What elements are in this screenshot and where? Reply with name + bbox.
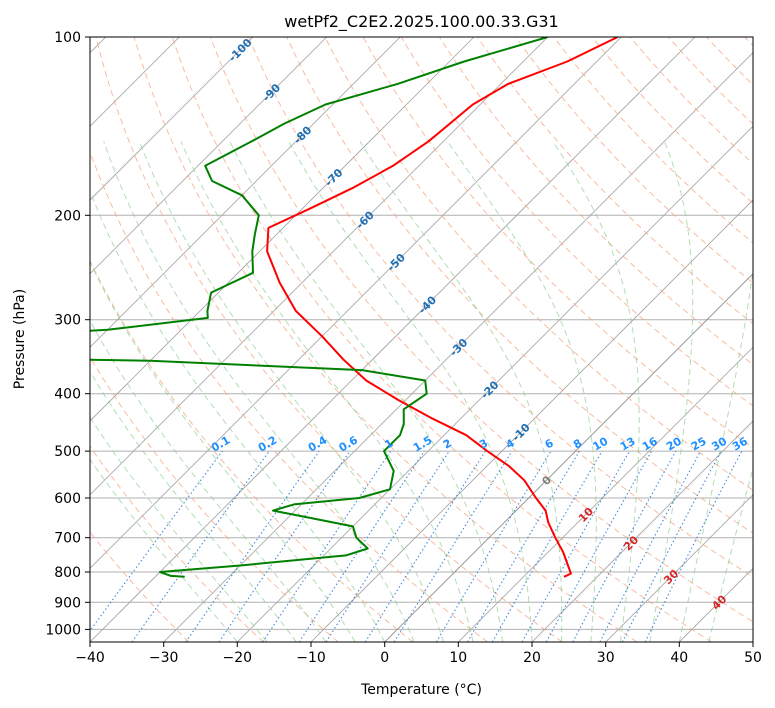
mixing-ratio-line: [364, 450, 486, 642]
moist-adiabat-line: [288, 141, 533, 642]
y-tick-label: 800: [54, 565, 81, 581]
isotherm-line: [384, 273, 753, 642]
isotherm-line: [163, 52, 753, 642]
plot-frame: [89, 36, 754, 643]
dry-adiabat-line: [400, 37, 753, 407]
plot-background: [90, 37, 753, 642]
chart-title: wetPf2_C2E2.2025.100.00.33.G31: [284, 12, 558, 32]
x-tick-label: 40: [670, 650, 688, 666]
x-tick-label: −20: [223, 650, 253, 666]
moist-adiabat-line: [90, 416, 268, 642]
isotherm-line: [90, 37, 696, 642]
isotherm-line: [531, 420, 753, 642]
y-tick-label: 400: [54, 387, 81, 403]
dry-adiabat-line: [362, 37, 753, 449]
x-tick-label: −10: [296, 650, 326, 666]
dry-adiabat-line: [324, 37, 753, 491]
y-tick-label: 700: [54, 531, 81, 547]
y-tick-label: 900: [54, 595, 81, 611]
moist-adiabat-line: [90, 458, 238, 642]
x-tick-label: 10: [449, 650, 467, 666]
x-tick-label: 20: [523, 650, 541, 666]
moist-adiabat-line: [359, 141, 563, 642]
x-tick-label: 50: [744, 650, 762, 666]
mixing-ratio-line: [131, 450, 270, 642]
mixing-ratio-line: [435, 450, 552, 642]
dry-adiabat-line: [591, 37, 753, 204]
moist-adiabat-line: [90, 370, 297, 642]
y-tick-label: 500: [54, 444, 81, 460]
isotherm-line: [90, 37, 254, 201]
dry-adiabat-line: [95, 37, 563, 642]
isotherm-line: [605, 494, 753, 642]
moist-adiabat-line: [649, 141, 694, 642]
mixing-ratio-line: [521, 450, 630, 642]
dry-adiabat-line: [90, 259, 414, 642]
moist-adiabat-line: [90, 319, 327, 642]
moist-adiabat-line: [552, 141, 640, 642]
y-tick-label: 200: [54, 208, 81, 224]
dry-adiabat-line: [515, 37, 753, 284]
moist-adiabat-line: [229, 141, 503, 642]
moist-adiabat-line: [90, 189, 386, 642]
x-tick-label: 30: [597, 650, 615, 666]
y-axis-label: Pressure (hPa): [12, 289, 28, 389]
dry-adiabat-line: [248, 37, 753, 578]
dry-adiabat-line: [171, 37, 712, 642]
dewpoint-profile-line: [90, 37, 548, 578]
isotherm-line: [237, 125, 753, 642]
moist-adiabat-line: [180, 141, 474, 642]
isotherm-line: [90, 37, 401, 348]
y-tick-label: 100: [54, 30, 81, 46]
mixing-ratio-line: [467, 450, 580, 642]
moist-adiabat-line: [708, 466, 753, 642]
y-tick-label: 600: [54, 491, 81, 507]
x-tick-label: −30: [149, 650, 179, 666]
isotherm-line: [90, 37, 548, 496]
mixing-ratio-line: [325, 450, 450, 642]
dry-adiabat-line: [477, 37, 753, 325]
moist-adiabat-line: [678, 265, 753, 642]
mixing-ratio-line: [90, 450, 223, 632]
mixing-ratio-line: [218, 450, 351, 642]
y-tick-label: 1000: [45, 622, 81, 638]
dry-adiabat-line: [90, 445, 264, 642]
moist-adiabat-line: [90, 260, 356, 642]
dry-adiabat-line: [133, 37, 638, 642]
temperature-profile-line: [266, 37, 619, 578]
mixing-ratio-line: [491, 450, 603, 642]
x-tick-label: 0: [380, 650, 389, 666]
background-lines: [90, 37, 753, 642]
axis-ticks: −40 −30 −20 −10 0 10 20 30 40 50 100 200 300 400 500 60…: [45, 30, 762, 666]
profile-series: [90, 37, 619, 578]
isotherm-line: [90, 37, 475, 422]
dry-adiabat-line: [629, 37, 753, 165]
dry-adiabat-line: [210, 37, 753, 623]
x-tick-label: −40: [75, 650, 105, 666]
x-axis-label: Temperature (°C): [360, 682, 482, 698]
mixing-ratio-line: [393, 450, 513, 642]
y-tick-label: 300: [54, 313, 81, 329]
moist-adiabat-line: [447, 141, 597, 642]
moist-adiabat-line: [138, 141, 445, 642]
mixing-ratio-line: [545, 450, 653, 642]
isotherm-line: [90, 37, 622, 569]
mixing-ratio-line: [185, 450, 320, 642]
isotherm-line: [90, 37, 327, 275]
mixing-ratio-line: [572, 450, 677, 642]
